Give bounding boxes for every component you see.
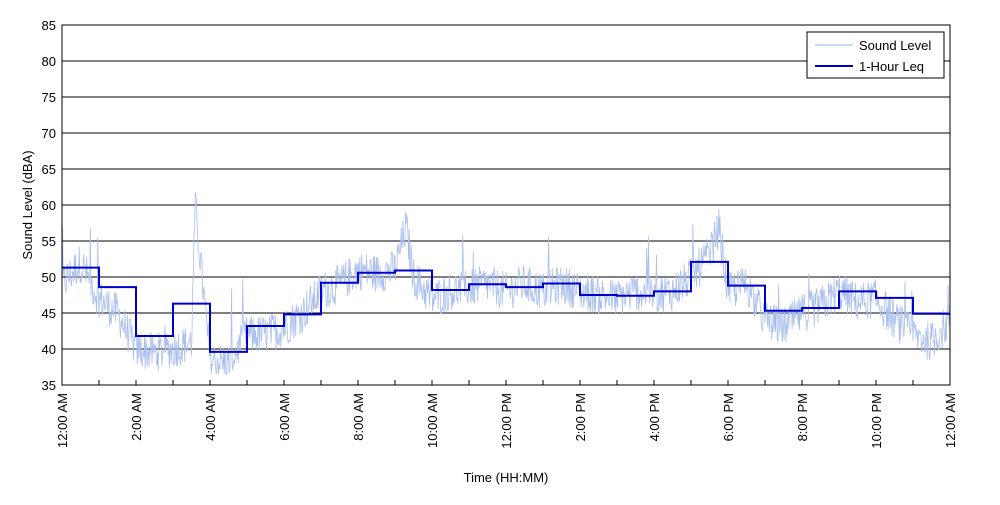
y-axis-label: Sound Level (dBA) (20, 150, 35, 259)
x-tick-label: 4:00 AM (203, 393, 218, 441)
y-tick-label: 35 (42, 378, 56, 393)
y-tick-label: 55 (42, 234, 56, 249)
x-tick-label: 10:00 PM (869, 393, 884, 449)
x-tick-label: 2:00 AM (129, 393, 144, 441)
x-tick-label: 8:00 AM (351, 393, 366, 441)
y-tick-label: 85 (42, 18, 56, 33)
y-tick-label: 50 (42, 270, 56, 285)
legend-label-hourly-leq: 1-Hour Leq (859, 59, 924, 74)
y-tick-label: 65 (42, 162, 56, 177)
x-axis-label: Time (HH:MM) (464, 470, 549, 485)
x-axis-ticks: 12:00 AM 2:00 AM 4:00 AM 6:00 AM 8:00 AM 10:0… (55, 380, 958, 449)
x-tick-label: 6:00 PM (721, 393, 736, 441)
y-tick-label: 60 (42, 198, 56, 213)
y-tick-label: 45 (42, 306, 56, 321)
y-tick-label: 40 (42, 342, 56, 357)
legend: Sound Level 1-Hour Leq (807, 32, 944, 78)
x-tick-label: 4:00 PM (647, 393, 662, 441)
y-tick-label: 70 (42, 126, 56, 141)
x-tick-label: 12:00 PM (499, 393, 514, 449)
legend-label-sound-level: Sound Level (859, 38, 931, 53)
x-tick-label: 8:00 PM (795, 393, 810, 441)
y-tick-label: 80 (42, 54, 56, 69)
x-tick-label: 12:00 AM (55, 393, 70, 448)
x-tick-label: 12:00 AM (943, 393, 958, 448)
x-tick-label: 6:00 AM (277, 393, 292, 441)
y-tick-label: 75 (42, 90, 56, 105)
x-tick-label: 2:00 PM (573, 393, 588, 441)
x-tick-label: 10:00 AM (425, 393, 440, 448)
